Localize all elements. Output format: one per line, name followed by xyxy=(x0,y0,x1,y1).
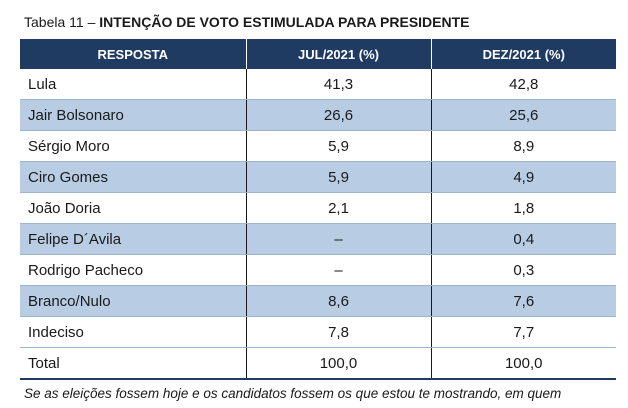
row-jul-value: 7,8 xyxy=(246,316,432,348)
row-label: João Doria xyxy=(20,192,247,224)
header-dez-2021: DEZ/2021 (%) xyxy=(431,39,616,69)
row-jul-value: 5,9 xyxy=(246,161,432,193)
header-jul-2021: JUL/2021 (%) xyxy=(246,39,432,69)
row-dez-value: 7,6 xyxy=(431,285,616,317)
table-row: Sérgio Moro 5,9 8,9 xyxy=(20,130,616,162)
row-dez-value: 7,7 xyxy=(431,316,616,348)
row-dez-value: 42,8 xyxy=(431,69,616,100)
row-jul-value: 26,6 xyxy=(246,99,432,131)
caption-title: INTENÇÃO DE VOTO ESTIMULADA PARA PRESIDE… xyxy=(99,14,470,30)
row-jul-value: – xyxy=(246,254,432,286)
row-dez-value: 1,8 xyxy=(431,192,616,224)
table-caption: Tabela 11 – INTENÇÃO DE VOTO ESTIMULADA … xyxy=(24,12,470,32)
total-jul-value: 100,0 xyxy=(246,347,432,380)
table-row: João Doria 2,1 1,8 xyxy=(20,192,616,224)
row-dez-value: 0,4 xyxy=(431,223,616,255)
table-row: Indeciso 7,8 7,7 xyxy=(20,316,616,348)
total-label: Total xyxy=(20,347,247,380)
row-dez-value: 0,3 xyxy=(431,254,616,286)
row-jul-value: – xyxy=(246,223,432,255)
row-jul-value: 41,3 xyxy=(246,69,432,100)
table-row: Jair Bolsonaro 26,6 25,6 xyxy=(20,99,616,131)
row-label: Ciro Gomes xyxy=(20,161,247,193)
row-dez-value: 4,9 xyxy=(431,161,616,193)
header-row: RESPOSTA JUL/2021 (%) DEZ/2021 (%) xyxy=(20,39,616,69)
row-label: Branco/Nulo xyxy=(20,285,247,317)
total-row: Total 100,0 100,0 xyxy=(20,347,616,380)
row-jul-value: 8,6 xyxy=(246,285,432,317)
row-dez-value: 25,6 xyxy=(431,99,616,131)
table-row: Branco/Nulo 8,6 7,6 xyxy=(20,285,616,317)
row-jul-value: 5,9 xyxy=(246,130,432,162)
row-label: Indeciso xyxy=(20,316,247,348)
total-dez-value: 100,0 xyxy=(431,347,616,380)
row-label: Jair Bolsonaro xyxy=(20,99,247,131)
row-label: Felipe D´Avila xyxy=(20,223,247,255)
table-row: Felipe D´Avila – 0,4 xyxy=(20,223,616,255)
question-note: Se as eleições fossem hoje e os candidat… xyxy=(24,386,562,401)
table-row: Lula 41,3 42,8 xyxy=(20,69,616,100)
vote-intention-table: RESPOSTA JUL/2021 (%) DEZ/2021 (%) Lula … xyxy=(20,39,616,380)
row-dez-value: 8,9 xyxy=(431,130,616,162)
header-resposta: RESPOSTA xyxy=(20,39,247,69)
table-row: Rodrigo Pacheco – 0,3 xyxy=(20,254,616,286)
row-label: Lula xyxy=(20,69,247,100)
row-label: Sérgio Moro xyxy=(20,130,247,162)
row-label: Rodrigo Pacheco xyxy=(20,254,247,286)
caption-prefix: Tabela 11 – xyxy=(24,14,100,30)
row-jul-value: 2,1 xyxy=(246,192,432,224)
table-row: Ciro Gomes 5,9 4,9 xyxy=(20,161,616,193)
